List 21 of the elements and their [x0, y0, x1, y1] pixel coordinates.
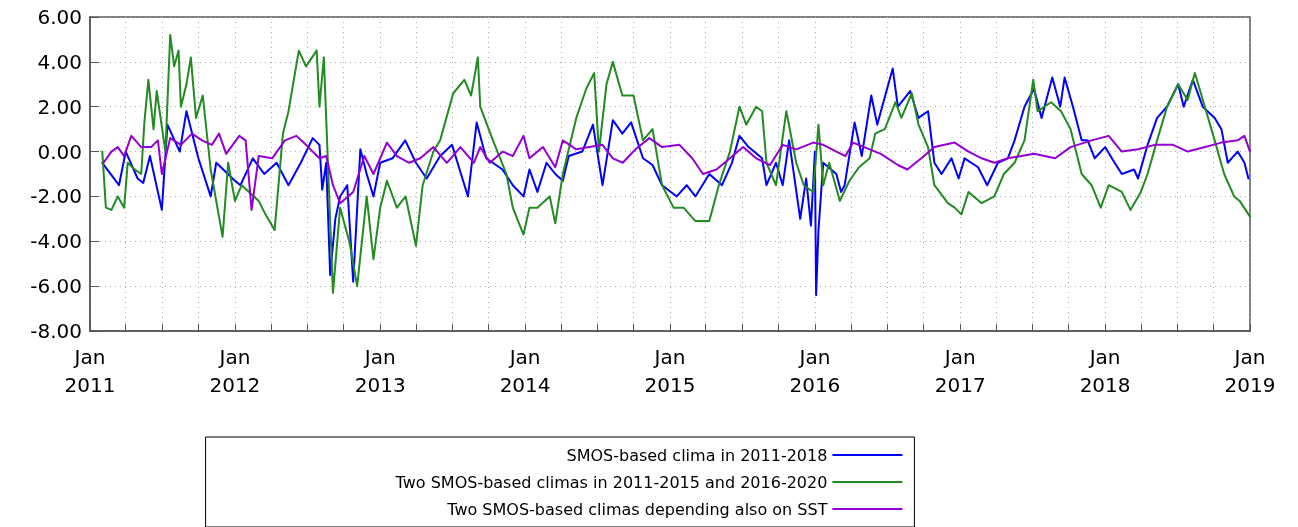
x-tick-label: Jan 2012 — [209, 345, 261, 397]
x-tick-label: Jan 2013 — [354, 345, 406, 397]
x-tick-label: Jan 2011 — [64, 345, 116, 397]
x-tick-label: Jan 2017 — [934, 345, 986, 397]
x-tick-label: Jan 2019 — [1224, 345, 1276, 397]
x-tick-label: Jan 2018 — [1079, 345, 1131, 397]
x-tick-label: Jan 2015 — [644, 345, 696, 397]
y-tick-label: -6.00 — [30, 274, 82, 299]
y-tick-label: 0.00 — [37, 139, 82, 164]
x-tick-label: Jan 2016 — [789, 345, 841, 397]
y-tick-label: 2.00 — [37, 94, 82, 119]
legend-label: Two SMOS-based climas in 2011-2015 and 2016-2020 — [394, 472, 828, 492]
line-series — [102, 132, 1251, 211]
legend-label: Two SMOS-based climas depending also on SST — [446, 499, 828, 519]
y-tick-label: 4.00 — [37, 49, 82, 74]
y-tick-label: 6.00 — [37, 5, 82, 29]
legend-label: SMOS-based clima in 2011-2018 — [566, 445, 828, 465]
y-tick-label: -8.00 — [30, 319, 82, 343]
x-tick-label: Jan 2014 — [499, 345, 551, 397]
y-tick-label: -4.00 — [30, 229, 82, 254]
y-tick-label: -2.00 — [30, 184, 82, 209]
